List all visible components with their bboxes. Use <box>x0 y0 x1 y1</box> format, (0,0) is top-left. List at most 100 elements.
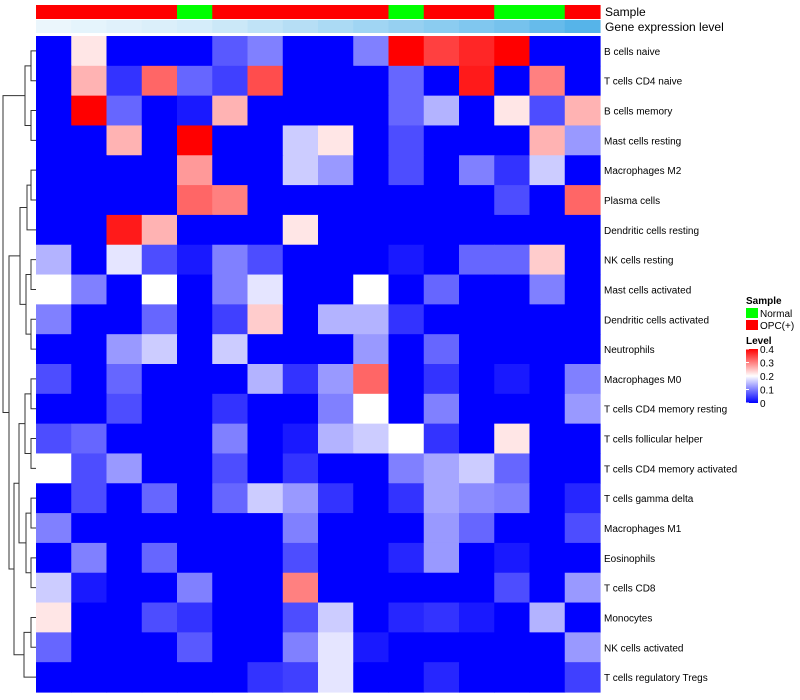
heatmap-cell <box>282 334 319 365</box>
heatmap-cell <box>423 453 460 484</box>
heatmap-cell <box>388 65 425 97</box>
heatmap-cell <box>318 244 354 276</box>
heatmap-cell <box>423 304 460 335</box>
heatmap-cell <box>494 662 531 693</box>
heatmap-cell <box>529 542 566 574</box>
heatmap-cell <box>282 65 319 97</box>
heatmap-cell <box>212 95 249 127</box>
heatmap-cell <box>36 214 72 246</box>
heatmap-cell <box>388 125 425 156</box>
row-labels: B cells naive T cells CD4 naive B cells me… <box>604 47 737 684</box>
heatmap-cell <box>423 364 460 395</box>
heatmap-cell <box>71 632 108 663</box>
heatmap-cell <box>36 542 72 574</box>
heatmap-cell <box>36 36 72 67</box>
heatmap-cell <box>141 602 178 633</box>
heatmap-cell <box>36 632 72 663</box>
dendrogram-branch <box>30 169 36 201</box>
heatmap-cell <box>106 393 143 425</box>
heatmap-cell <box>36 572 72 604</box>
heatmap-cell <box>141 125 178 156</box>
sample-annotation-cell <box>494 5 531 19</box>
sample-legend-swatch <box>746 308 758 318</box>
level-tick-label: 0.3 <box>760 359 774 370</box>
heatmap-cell <box>564 542 601 574</box>
level-tick-label: 0.4 <box>760 345 774 356</box>
heatmap-cell <box>459 483 495 514</box>
heatmap-cell <box>36 602 72 633</box>
heatmap-cell <box>177 453 213 484</box>
dendrogram-branch <box>30 557 36 589</box>
heatmap-cell <box>388 364 425 395</box>
heatmap-cell <box>36 513 72 544</box>
heatmap-cell <box>388 453 425 484</box>
heatmap-cell <box>459 155 495 186</box>
heatmap-cell <box>388 423 425 455</box>
heatmap-cell <box>71 453 108 484</box>
heatmap-cell <box>459 542 495 574</box>
heatmap-cell <box>529 453 566 484</box>
sample-legend-title: Sample <box>746 296 782 307</box>
heatmap-cell <box>177 304 213 335</box>
heatmap-cell <box>529 393 566 425</box>
row-label: Monocytes <box>604 613 652 624</box>
heatmap-cell <box>318 334 354 365</box>
row-label: T cells CD4 memory resting <box>604 405 727 416</box>
heatmap-cell <box>529 572 566 604</box>
heatmap-cell <box>177 65 213 97</box>
dendrogram-branch <box>23 631 36 678</box>
heatmap-cell <box>494 513 531 544</box>
heatmap-cell <box>353 36 390 67</box>
heatmap-cell <box>106 36 143 67</box>
heatmap-cell <box>106 513 143 544</box>
heatmap-cell <box>141 65 178 97</box>
heatmap-cell <box>459 334 495 365</box>
heatmap-cell <box>459 393 495 425</box>
heatmap-cell <box>388 155 425 186</box>
heatmap-cell <box>423 274 460 305</box>
dendrogram-branch <box>30 616 36 648</box>
heatmap-cell <box>494 572 531 604</box>
level-tick-label: 0 <box>760 399 766 410</box>
heatmap-cell <box>318 304 354 335</box>
heatmap-cell <box>388 95 425 127</box>
sample-annotation-cell <box>388 5 425 19</box>
heatmap-cell <box>141 632 178 663</box>
dendrogram-branch <box>25 512 31 574</box>
heatmap-cell <box>141 155 178 186</box>
heatmap-cell <box>106 632 143 663</box>
heatmap-cell <box>212 65 249 97</box>
heatmap-cell <box>494 632 531 663</box>
heatmap-cell <box>36 483 72 514</box>
heatmap-cell <box>36 423 72 455</box>
heatmap-cell <box>106 662 143 693</box>
heatmap-cell <box>459 65 495 97</box>
heatmap-cell <box>106 65 143 97</box>
expression-level-annotation-cell <box>71 20 108 33</box>
heatmap-cell <box>247 155 284 186</box>
heatmap-cell <box>71 65 108 97</box>
heatmap-cell <box>459 274 495 305</box>
heatmap-cell <box>106 155 143 186</box>
row-label: Dendritic cells resting <box>604 226 699 237</box>
heatmap-cell <box>71 36 108 67</box>
heatmap-cell <box>141 483 178 514</box>
level-colorbar-ticks: 0.4 0.3 0.2 0.1 0 <box>746 345 774 410</box>
heatmap-cell <box>564 334 601 365</box>
heatmap-cell <box>282 185 319 216</box>
heatmap-cell <box>247 542 284 574</box>
heatmap-cell <box>459 453 495 484</box>
heatmap-cell <box>459 244 495 276</box>
heatmap-cell <box>423 572 460 604</box>
heatmap-cell <box>529 65 566 97</box>
heatmap-cell <box>212 125 249 156</box>
heatmap-cell <box>282 662 319 693</box>
heatmap-cell <box>282 274 319 305</box>
sample-annotation-cell <box>459 5 495 19</box>
heatmap-cell <box>106 244 143 276</box>
sample-legend-label: Normal <box>760 309 792 320</box>
heatmap-cell <box>36 244 72 276</box>
heatmap-cell <box>564 65 601 97</box>
heatmap-cell <box>494 453 531 484</box>
